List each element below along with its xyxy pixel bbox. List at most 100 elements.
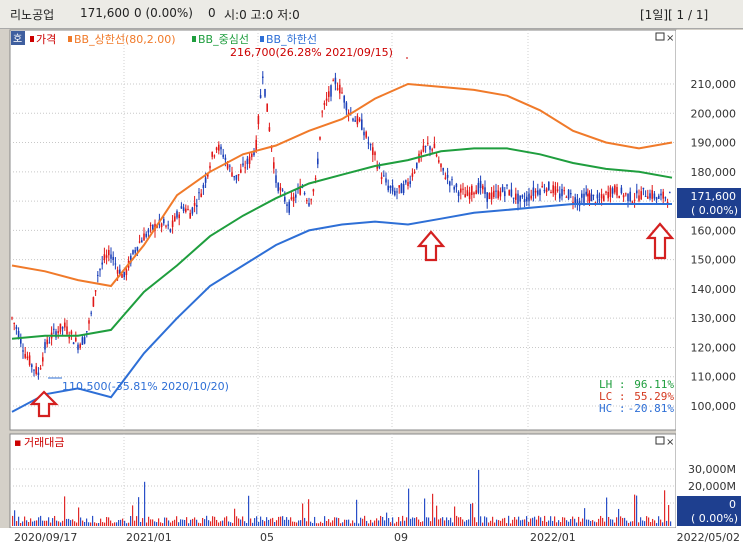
candle-body [57,331,59,334]
candle-body [264,89,266,97]
candle-body [171,220,174,227]
volume-bar [392,517,394,526]
volume-bar [648,517,650,526]
up-arrow-icon-2 [416,230,446,262]
candle-body [176,211,178,218]
volume-bar [658,516,660,526]
volume-bar [290,517,292,526]
legend-label: BB_하한선 [266,32,317,46]
volume-bar [296,522,298,526]
close-icon-volume[interactable]: × [666,437,674,448]
candle-body [77,344,79,350]
ohlc-summary: 시:0 고:0 저:0 [224,8,300,22]
volume-bar [262,519,264,526]
volume-bar [496,519,498,526]
candle-body [477,182,480,193]
maximize-icon[interactable] [655,32,665,41]
volume-bar [430,521,432,526]
candle-body [312,189,315,192]
candle-body [550,192,552,194]
volume-bar [252,522,254,526]
current-volume-change: ( 0.00%) [691,512,738,525]
period-navigator[interactable]: [1일][ 1 / 1] [640,8,709,22]
volume-bar [306,521,308,526]
volume-bar [188,523,190,526]
candle-body [446,174,449,178]
candle-body [33,369,35,371]
volume-bar [114,522,116,526]
volume-bar [504,517,506,526]
panel-controls[interactable]: × × [655,32,674,448]
volume-bar [586,519,588,526]
volume-bar [196,519,198,526]
candle-body [97,274,99,276]
volume-bar [524,519,526,526]
volume-bar [342,522,344,526]
volume-bar [620,516,622,526]
volume-bar [632,521,634,526]
volume-bar [458,517,460,526]
volume-bar [480,516,482,526]
close-icon[interactable]: × [666,33,674,44]
volume-bar [18,516,20,526]
volume-bar [404,520,406,526]
candle-body [427,142,429,144]
volume-bar [122,518,124,526]
volume-bar [650,522,652,526]
volume-bar [74,521,76,526]
x-tick-label: 2022/05/02 [677,531,740,544]
candle-body [125,269,128,276]
candle-body [262,76,264,78]
volume-bar [286,517,288,526]
candle-body [136,246,139,251]
candle-body [666,201,669,203]
candle-body [420,151,422,155]
volume-bar [182,519,184,526]
candle-body [303,192,306,195]
candle-body [187,208,189,210]
candle-body [497,190,499,199]
candle-body [512,197,515,199]
candle-body [444,177,447,179]
volume-bar [388,518,390,526]
candle-body [200,193,202,197]
volume-bar [222,520,224,526]
volume-bar [652,518,654,526]
candle-body [435,154,438,157]
volume-bar [68,518,70,526]
candle-body [332,80,334,82]
volume-bar [148,516,150,526]
volume-bar [294,521,296,526]
volume-bar [158,518,160,526]
candle-body [160,223,163,228]
candle-body [145,233,147,237]
candle-body [288,201,290,213]
volume-bar [644,521,646,526]
candle-body [572,201,574,203]
price-y-tick: 140,000 [691,283,737,296]
volume-bar [220,521,222,526]
candle-body [664,197,667,199]
candle-body [523,198,526,202]
volume-bar [462,519,464,526]
candle-body [378,164,381,169]
volume-bar [44,520,46,526]
candle-body [433,143,436,149]
candle-body [48,342,51,344]
candle-body [90,312,92,314]
volume-bar [572,516,574,526]
candle-body [405,180,407,183]
candle-body [64,322,66,328]
volume-bar [278,516,280,526]
candle-body [361,119,363,130]
candle-body [482,185,484,190]
candle-body [198,192,200,194]
volume-bar [626,520,628,526]
candle-body [191,207,194,214]
volume-bar [228,521,230,526]
volume-bar [338,518,340,526]
candle-body [112,256,114,260]
maximize-icon-volume[interactable] [655,436,665,445]
candle-body [202,184,205,188]
volume-bar [138,497,140,526]
